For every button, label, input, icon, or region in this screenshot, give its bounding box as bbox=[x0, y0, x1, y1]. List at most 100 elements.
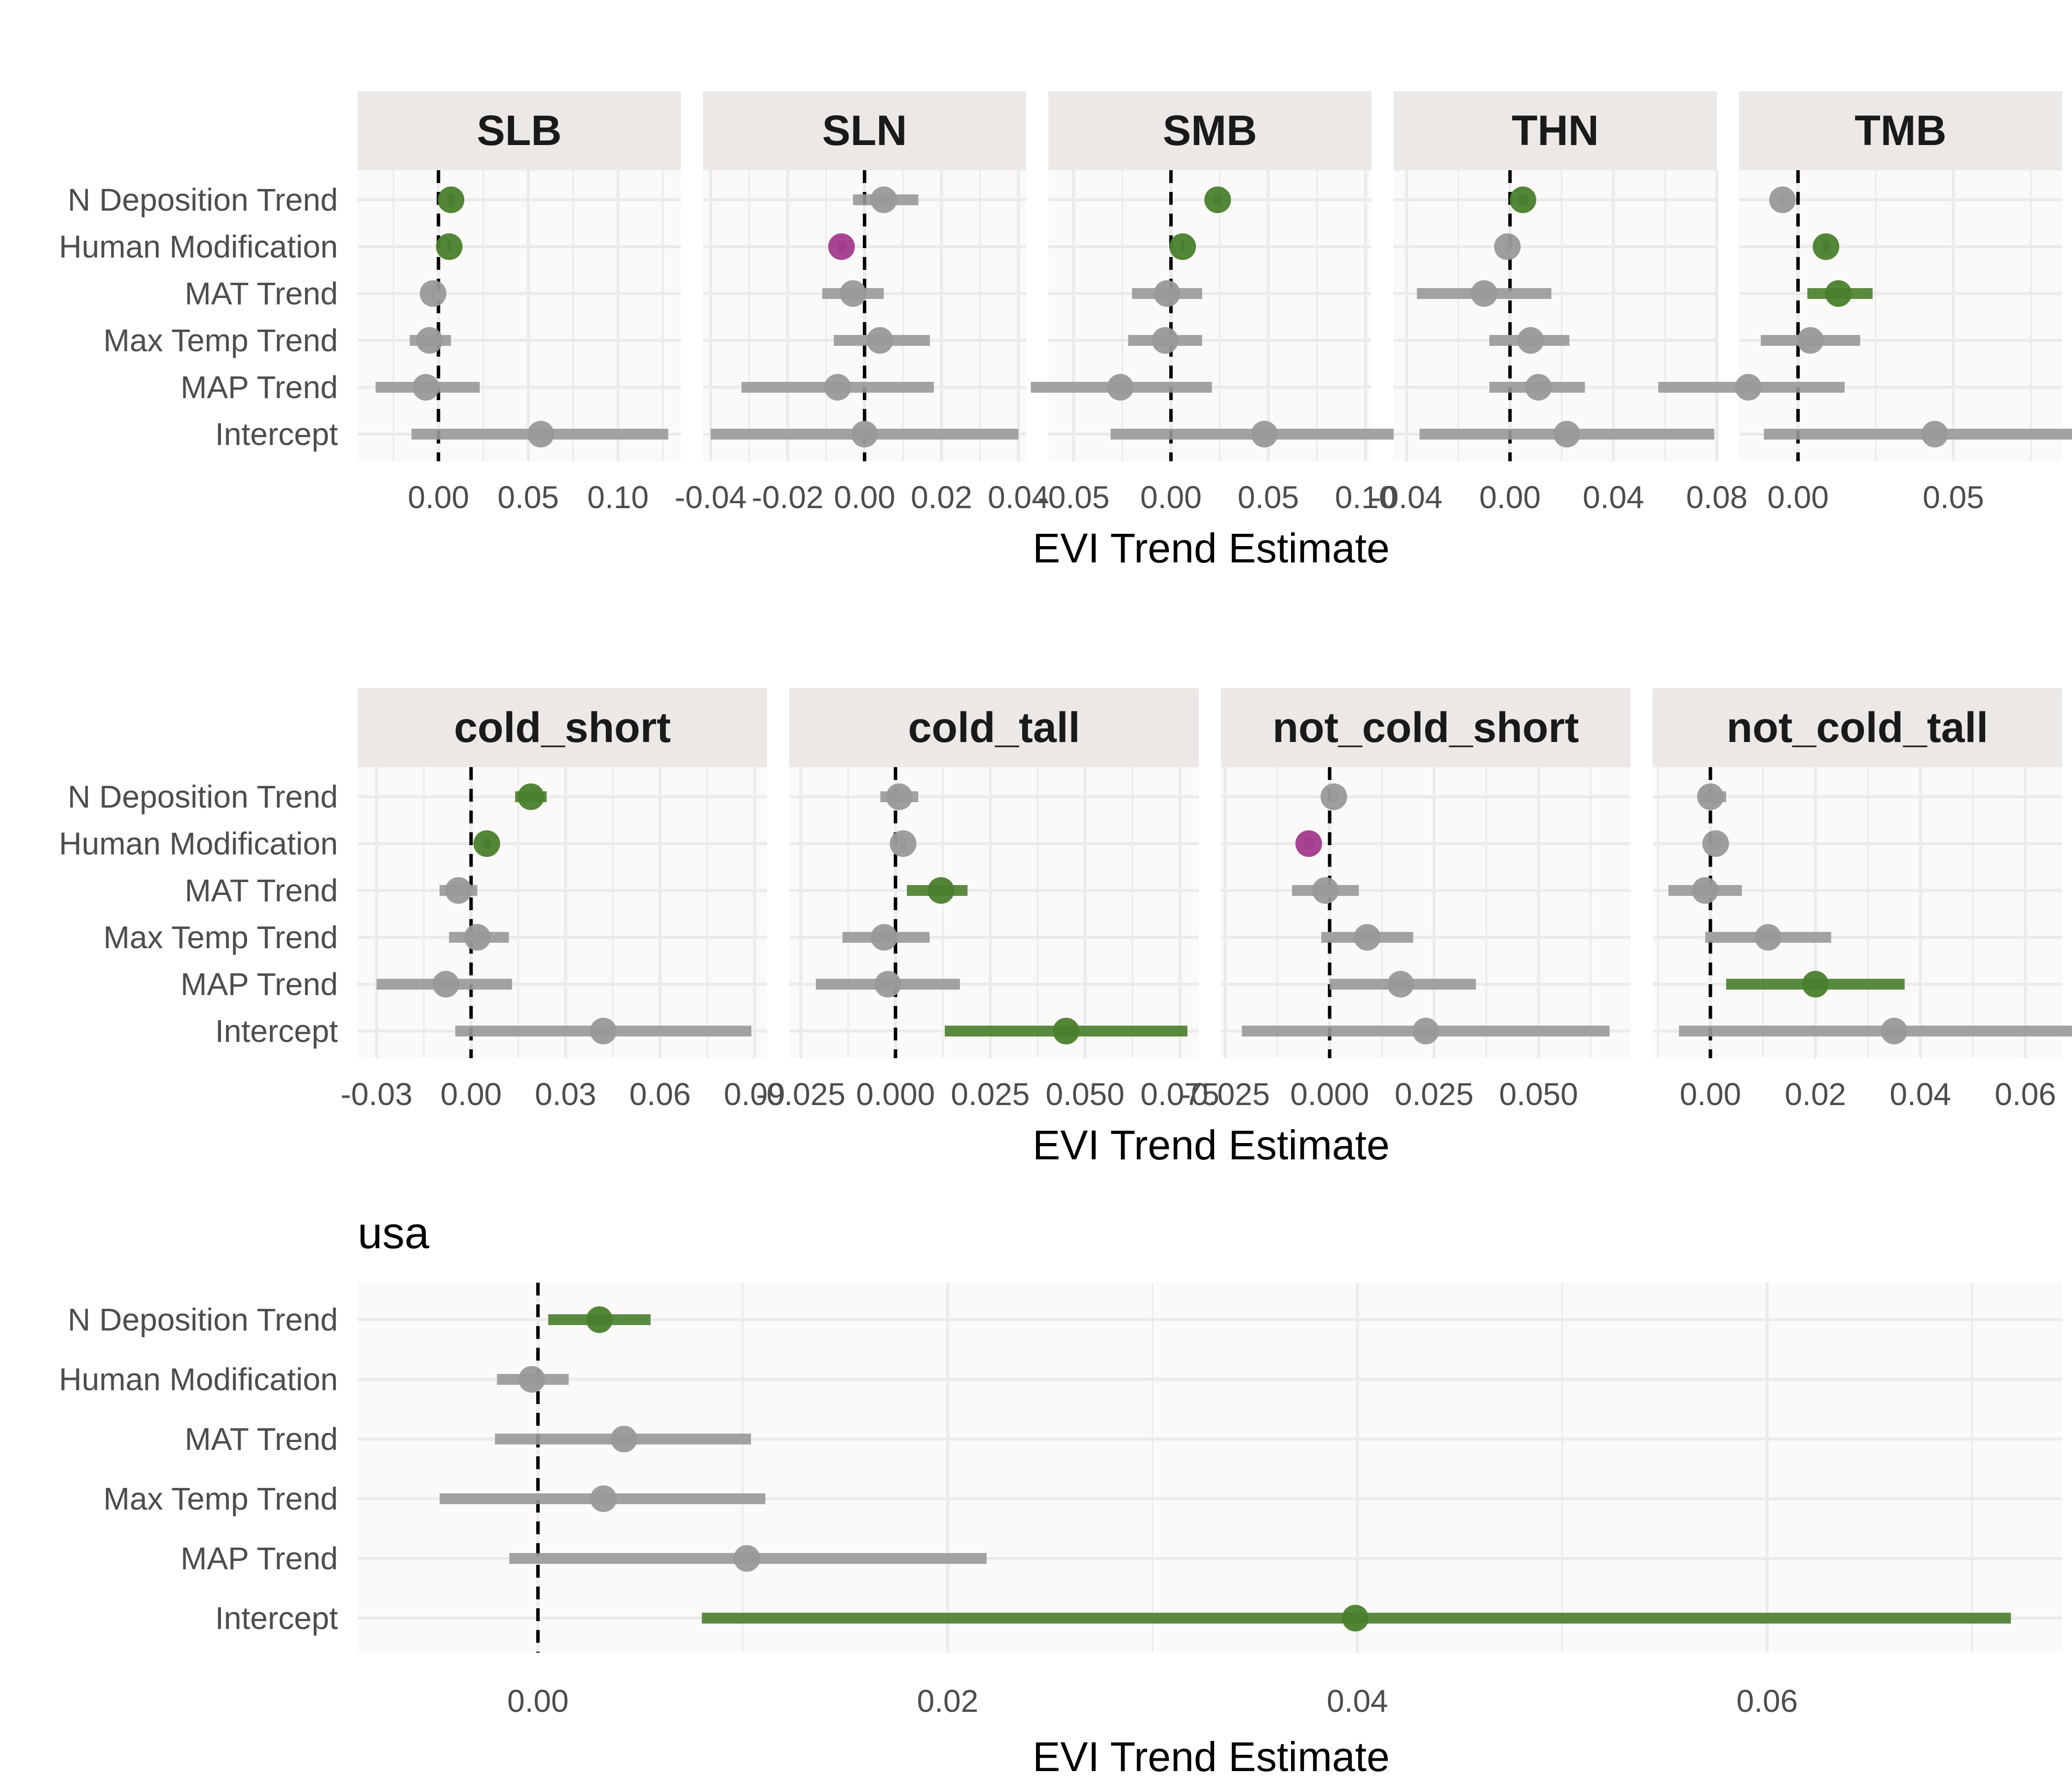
facet-not_cold_short: not_cold_short -0.025 0.000 0.025 0.050 bbox=[1181, 688, 1630, 1112]
estimate-point bbox=[871, 924, 898, 951]
x-tick-label: -0.03 bbox=[340, 1076, 412, 1112]
estimate-point bbox=[610, 1426, 637, 1452]
facet-strip bbox=[1221, 688, 1630, 767]
row-label: Intercept bbox=[215, 1013, 338, 1049]
estimate-point bbox=[886, 783, 913, 810]
estimate-point bbox=[1554, 421, 1581, 447]
estimate-point bbox=[1053, 1018, 1080, 1044]
estimate-point bbox=[1755, 924, 1782, 951]
facet-TMB: TMB 0.00 0.05 bbox=[1658, 91, 2072, 515]
estimate-point bbox=[1169, 233, 1196, 260]
x-tick-label: 0.050 bbox=[1045, 1076, 1124, 1112]
estimate-point bbox=[1107, 374, 1134, 401]
estimate-point bbox=[438, 186, 465, 213]
facet-strip bbox=[703, 91, 1026, 170]
estimate-point bbox=[840, 280, 867, 307]
chart-block-2: N Deposition Trend Human Modification MAT … bbox=[59, 688, 2072, 1168]
x-tick-label: -0.025 bbox=[1181, 1076, 1270, 1112]
estimate-point bbox=[432, 971, 459, 998]
x-tick-label: 0.05 bbox=[1923, 480, 1984, 515]
estimate-point bbox=[590, 1485, 617, 1512]
row-label: Intercept bbox=[215, 1600, 338, 1636]
estimate-point bbox=[518, 783, 545, 810]
x-tick-label: 0.00 bbox=[1140, 480, 1202, 515]
facet-strip-label: cold_tall bbox=[908, 704, 1080, 751]
estimate-point bbox=[419, 280, 446, 307]
facet-SLB: SLB 0.00 0.05 0.10 bbox=[358, 91, 681, 515]
row-label: N Deposition Trend bbox=[68, 779, 338, 814]
facet-strip-label: not_cold_short bbox=[1272, 704, 1579, 751]
row-label: MAT Trend bbox=[185, 873, 338, 908]
estimate-point bbox=[1525, 374, 1552, 401]
row-label: Human Modification bbox=[59, 229, 338, 264]
estimate-point bbox=[1692, 877, 1719, 904]
estimate-point bbox=[1320, 783, 1347, 810]
x-tick-label: -0.025 bbox=[756, 1076, 845, 1112]
facet-cold_tall: cold_tall -0.025 0.000 0.025 0.050 0.075 bbox=[756, 688, 1220, 1112]
x-tick-label: 0.000 bbox=[856, 1076, 935, 1112]
estimate-point bbox=[518, 1366, 545, 1393]
estimate-point bbox=[473, 830, 500, 857]
estimate-point bbox=[1312, 877, 1339, 904]
x-tick-label: 0.00 bbox=[1680, 1076, 1741, 1112]
estimate-point bbox=[416, 327, 443, 354]
x-tick-label: 0.00 bbox=[407, 480, 469, 515]
estimate-point bbox=[874, 971, 901, 998]
estimate-point bbox=[445, 877, 472, 904]
panel-background bbox=[358, 1283, 2062, 1653]
x-tick-label: 0.00 bbox=[507, 1683, 569, 1719]
x-tick-label: 0.05 bbox=[1238, 480, 1299, 515]
x-tick-label: 0.10 bbox=[587, 480, 649, 515]
x-tick-label: 0.075 bbox=[1140, 1076, 1219, 1112]
estimate-point bbox=[1204, 186, 1231, 213]
estimate-point bbox=[464, 924, 491, 951]
x-tick-label: 0.02 bbox=[1785, 1076, 1847, 1112]
estimate-point bbox=[1517, 327, 1544, 354]
estimate-point bbox=[851, 421, 878, 447]
x-tick-label: 0.04 bbox=[988, 480, 1049, 515]
panel-background bbox=[1653, 767, 2062, 1058]
facet-strip bbox=[789, 688, 1199, 767]
row-label: Intercept bbox=[215, 416, 338, 452]
estimate-point bbox=[1735, 374, 1762, 401]
facet-strip bbox=[358, 688, 767, 767]
row-label: Max Temp Trend bbox=[104, 1481, 338, 1517]
estimate-point bbox=[1510, 186, 1536, 213]
x-tick-label: 0.00 bbox=[834, 480, 895, 515]
x-tick-label: 0.09 bbox=[724, 1076, 785, 1112]
facet-strip bbox=[1739, 91, 2062, 170]
facet-strip bbox=[1394, 91, 1717, 170]
facet-strip-label: SMB bbox=[1163, 107, 1257, 154]
x-tick-label: -0.05 bbox=[1037, 480, 1110, 515]
estimate-point bbox=[1387, 971, 1414, 998]
facet-strip-label: TMB bbox=[1854, 107, 1946, 154]
estimate-point bbox=[590, 1018, 617, 1044]
estimate-point bbox=[1354, 924, 1381, 951]
panel-background bbox=[1739, 170, 2062, 461]
row-label: MAP Trend bbox=[181, 1541, 338, 1576]
x-tick-label: 0.06 bbox=[629, 1076, 691, 1112]
x-axis-title: EVI Trend Estimate bbox=[1033, 525, 1390, 571]
estimate-point bbox=[927, 877, 955, 904]
estimate-point bbox=[1697, 783, 1724, 810]
x-tick-label: 0.02 bbox=[917, 1683, 979, 1719]
estimate-point bbox=[1295, 830, 1322, 857]
estimate-point bbox=[1921, 421, 1948, 447]
estimate-point bbox=[1342, 1605, 1369, 1631]
x-tick-label: 0.04 bbox=[1327, 1683, 1388, 1719]
estimate-point bbox=[828, 233, 855, 260]
x-axis-title: EVI Trend Estimate bbox=[1033, 1734, 1390, 1776]
estimate-point bbox=[436, 233, 463, 260]
estimate-point bbox=[1797, 327, 1824, 354]
facet-strip bbox=[1653, 688, 2062, 767]
panel-background bbox=[358, 767, 767, 1058]
panel-background bbox=[789, 767, 1199, 1058]
estimate-point bbox=[1825, 280, 1852, 307]
row-label: N Deposition Trend bbox=[68, 182, 338, 218]
estimate-point bbox=[1251, 421, 1278, 447]
estimate-point bbox=[734, 1545, 761, 1572]
x-tick-label: 0.06 bbox=[1737, 1683, 1798, 1719]
x-tick-label: 0.05 bbox=[497, 480, 559, 515]
estimate-point bbox=[412, 374, 440, 401]
x-tick-label: 0.04 bbox=[1583, 480, 1644, 515]
